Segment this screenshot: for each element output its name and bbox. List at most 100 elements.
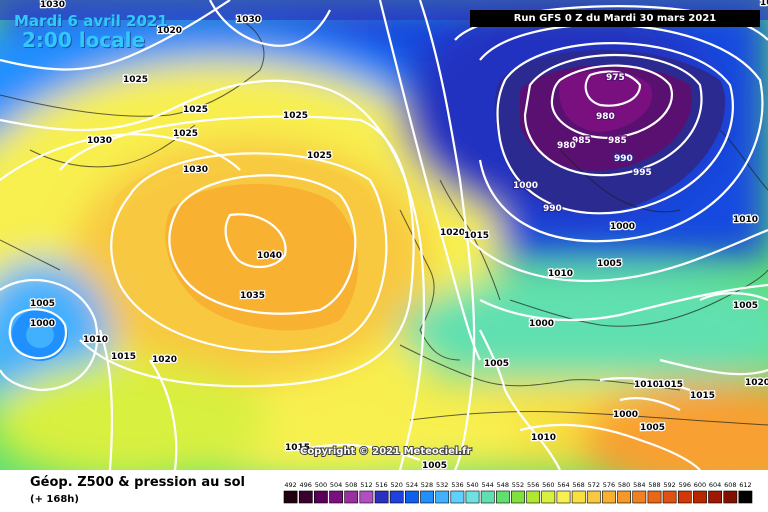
legend-value-label: 552 xyxy=(512,481,524,489)
legend-color-swatch xyxy=(632,490,647,504)
isobar-label: 985 xyxy=(608,136,627,146)
legend-value-label: 588 xyxy=(648,481,660,489)
legend-value-label: 596 xyxy=(679,481,691,489)
legend-value-label: 540 xyxy=(466,481,478,489)
legend-color-swatch xyxy=(511,490,525,504)
isobar-label: 985 xyxy=(572,136,591,146)
legend-value-label: 520 xyxy=(390,481,402,489)
isobar-label: 1020 xyxy=(440,228,465,238)
isobar-label: 1010 xyxy=(548,269,573,279)
isobar-label: 1035 xyxy=(240,291,265,301)
isobar-label: 1025 xyxy=(307,151,332,161)
legend-value-label: 504 xyxy=(330,481,342,489)
legend-color-swatch xyxy=(723,490,738,504)
isobar-label: 1000 xyxy=(613,410,638,420)
legend-value-label: 500 xyxy=(315,481,327,489)
legend-color-swatch xyxy=(283,490,298,504)
legend-color-swatch xyxy=(617,490,631,504)
model-run-banner: Run GFS 0 Z du Mardi 30 mars 2021 xyxy=(470,10,760,27)
legend-color-swatch xyxy=(420,490,434,504)
isobar-label: 1010 xyxy=(83,335,108,345)
legend-value-label: 564 xyxy=(557,481,569,489)
isobar-label: 1015 xyxy=(690,391,715,401)
copyright: Copyright © 2021 Meteociel.fr xyxy=(300,446,471,457)
isobar-label: 990 xyxy=(614,154,633,164)
isobar-label: 1020 xyxy=(745,378,768,388)
legend-value-label: 556 xyxy=(527,481,539,489)
isobar-label: 1020 xyxy=(157,26,182,36)
legend-color-swatch xyxy=(480,490,495,504)
isobar-label: 1015 xyxy=(464,231,489,241)
weather-map: 1030 1030 1020 1025 1025 1025 1025 1030 … xyxy=(0,0,768,470)
legend-color-swatch xyxy=(571,490,586,504)
legend-value-label: 508 xyxy=(345,481,357,489)
legend-value-label: 536 xyxy=(451,481,463,489)
isobar-label: 1010 xyxy=(634,380,659,390)
isobar-label: 1005 xyxy=(597,259,622,269)
legend-value-label: 608 xyxy=(724,481,736,489)
isobar-label: 1005 xyxy=(640,423,665,433)
forecast-date: Mardi 6 avril 2021 2:00 locale xyxy=(14,12,168,52)
isobar-label: 1000 xyxy=(30,319,55,329)
isobar-label: 1030 xyxy=(40,0,65,10)
legend-color-swatch xyxy=(465,490,480,504)
legend-value-label: 492 xyxy=(284,481,296,489)
isobar-label: 1040 xyxy=(257,251,282,261)
legend-color-swatch xyxy=(586,490,601,504)
isobar-label: 1025 xyxy=(183,105,208,115)
legend-color-swatch xyxy=(738,490,753,504)
legend-value-label: 600 xyxy=(694,481,706,489)
legend-color-swatch xyxy=(708,490,722,504)
legend-color-swatch xyxy=(647,490,662,504)
legend-color-swatch xyxy=(405,490,419,504)
isobar-label: 1000 xyxy=(529,319,554,329)
isobar-label: 995 xyxy=(633,168,652,178)
legend-color-swatch xyxy=(526,490,541,504)
legend-value-label: 576 xyxy=(603,481,615,489)
isobar-label: 1030 xyxy=(236,15,261,25)
legend-value-label: 580 xyxy=(618,481,630,489)
legend-value-label: 528 xyxy=(421,481,433,489)
isobar-label: 1015 xyxy=(111,352,136,362)
isobar-label: 1025 xyxy=(283,111,308,121)
legend-color-swatch xyxy=(541,490,556,504)
isobar-label: 1025 xyxy=(123,75,148,85)
isobar-label: 1030 xyxy=(87,136,112,146)
isobar-label: 1020 xyxy=(152,355,177,365)
legend-color-swatch xyxy=(374,490,389,504)
forecast-time-label: 2:00 locale xyxy=(22,28,146,52)
forecast-step: (+ 168h) xyxy=(30,494,79,505)
legend-value-label: 496 xyxy=(299,481,311,489)
legend-value-label: 516 xyxy=(375,481,387,489)
isobar-label: 1005 xyxy=(422,461,447,470)
isobar-label: 1005 xyxy=(30,299,55,309)
isobar-label: 980 xyxy=(557,141,576,151)
legend-value-label: 568 xyxy=(572,481,584,489)
isobar-label: 1010 xyxy=(531,433,556,443)
pressure-labels: 1030 1030 1020 1025 1025 1025 1025 1030 … xyxy=(29,0,768,470)
color-legend: 492 496 500 504 508 512 516 520 524 528 532 536 540 5… xyxy=(283,481,753,504)
legend-value-label: 548 xyxy=(497,481,509,489)
legend-color-swatch xyxy=(359,490,374,504)
isobar-label: 990 xyxy=(543,204,562,214)
isobar-label: 1015 xyxy=(658,380,683,390)
legend-value-label: 524 xyxy=(406,481,418,489)
map-title: Géop. Z500 & pression au sol xyxy=(30,475,245,490)
legend-color-swatch xyxy=(677,490,692,504)
isobar-label: 1015 xyxy=(285,443,310,453)
legend-color-swatch xyxy=(496,490,510,504)
legend-value-label: 612 xyxy=(739,481,751,489)
legend-color-swatch xyxy=(435,490,450,504)
isobar-label: 1000 xyxy=(610,222,635,232)
isobar-label: 1010 xyxy=(760,0,768,8)
isobar-label: 1005 xyxy=(484,359,509,369)
isobar-label: 1005 xyxy=(733,301,758,311)
isobar-label: 980 xyxy=(596,112,615,122)
legend-color-swatch xyxy=(389,490,404,504)
legend-color-swatch xyxy=(602,490,616,504)
isobar-label: 1000 xyxy=(513,181,538,191)
isobar-label: 1010 xyxy=(733,215,758,225)
isobar-label: 975 xyxy=(606,73,625,83)
legend-value-label: 560 xyxy=(542,481,554,489)
legend-value-label: 512 xyxy=(360,481,372,489)
